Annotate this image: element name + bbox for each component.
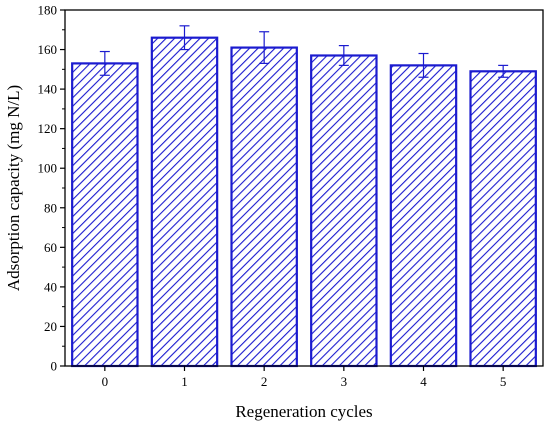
y-tick-label: 160	[38, 42, 58, 57]
bars-group	[71, 36, 537, 368]
y-tick-label: 100	[38, 161, 58, 176]
y-tick-label: 20	[44, 319, 57, 334]
y-tick-label: 60	[44, 240, 57, 255]
x-axis: 0 1 2 3 4 5	[102, 366, 507, 389]
y-tick-label: 140	[38, 82, 58, 97]
bar	[469, 70, 537, 368]
error-bars-group	[99, 25, 509, 78]
y-tick-label: 180	[38, 3, 58, 18]
x-tick-label: 2	[261, 374, 268, 389]
y-tick-label: 120	[38, 121, 58, 136]
bar	[310, 54, 378, 368]
x-tick-label: 3	[341, 374, 348, 389]
bar	[230, 46, 298, 368]
x-tick-label: 1	[181, 374, 188, 389]
bar	[71, 62, 139, 368]
y-axis: 0 20 40 60 80 100 120 140 160 180	[38, 3, 65, 374]
x-tick-label: 0	[102, 374, 109, 389]
y-axis-title: Adsorption capacity (mg N/L)	[4, 85, 23, 291]
y-tick-label: 40	[44, 279, 57, 294]
bar	[389, 64, 458, 368]
y-tick-label: 0	[51, 359, 58, 374]
y-tick-label: 80	[44, 200, 57, 215]
x-tick-label: 4	[420, 374, 427, 389]
x-tick-label: 5	[500, 374, 507, 389]
x-axis-title: Regeneration cycles	[235, 402, 372, 421]
bar	[150, 36, 219, 368]
